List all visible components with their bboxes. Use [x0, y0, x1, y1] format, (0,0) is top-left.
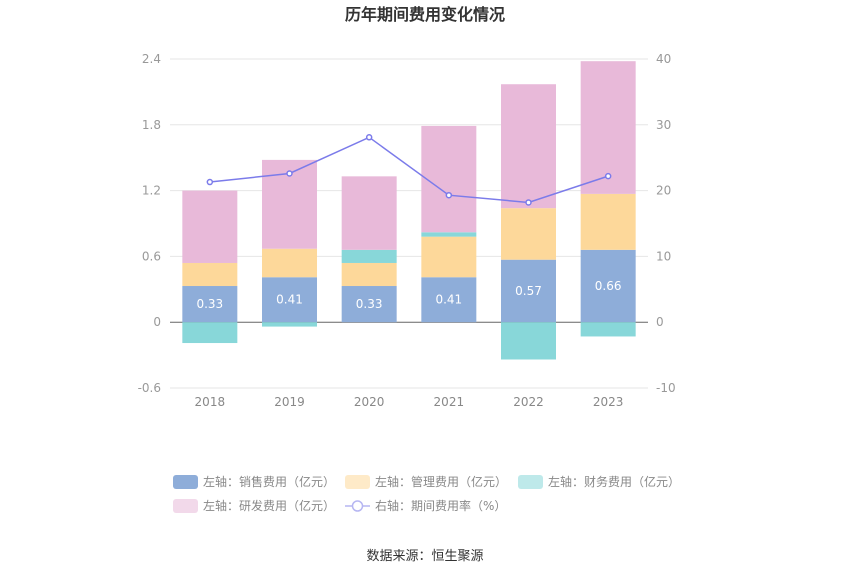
- expense-rate-line: [206, 134, 612, 206]
- legend-item[interactable]: 右轴：期间费用率（%）: [345, 498, 506, 513]
- line-point: [286, 170, 293, 177]
- bar-segment: [501, 208, 556, 260]
- legend-item[interactable]: 左轴：研发费用（亿元）: [173, 498, 335, 513]
- right-tick-label: -10: [656, 381, 676, 395]
- x-tick-label: 2019: [274, 395, 305, 409]
- bar-segment: [580, 193, 636, 250]
- data-label: 0.41: [276, 293, 303, 307]
- legend-label: 左轴：销售费用（亿元）: [203, 474, 335, 489]
- x-tick-label: 2023: [593, 395, 624, 409]
- bar-segment: [341, 249, 397, 263]
- legend-swatch: [173, 475, 198, 489]
- grid: [170, 58, 648, 389]
- right-tick-label: 10: [656, 249, 671, 263]
- legend-label: 左轴：财务费用（亿元）: [548, 474, 680, 489]
- legend-line-marker: [351, 500, 364, 512]
- left-axis-ticks: -0.6 0 0.6 1.2 1.8 2.4: [138, 52, 161, 395]
- legend-swatch: [518, 475, 543, 489]
- bar-segment: [182, 322, 238, 344]
- line-point: [206, 178, 214, 186]
- bar-segment: [182, 286, 238, 323]
- legend-swatch: [173, 499, 198, 513]
- data-label: 0.33: [356, 297, 383, 311]
- left-tick-label: 1.8: [142, 118, 161, 132]
- legend-item[interactable]: 左轴：财务费用（亿元）: [518, 474, 680, 489]
- left-tick-label: -0.6: [138, 381, 161, 395]
- source-note: 数据来源：恒生聚源: [366, 549, 483, 564]
- line-point: [365, 134, 373, 141]
- line-point: [525, 199, 532, 206]
- bar-segment: [580, 322, 636, 337]
- right-tick-label: 40: [656, 52, 671, 66]
- legend-item[interactable]: 左轴：销售费用（亿元）: [173, 474, 335, 489]
- bar-segment: [421, 232, 477, 237]
- x-axis-ticks: 2018 2019 2020 2021 2022 2023: [195, 395, 624, 409]
- x-tick-label: 2020: [354, 395, 385, 409]
- left-tick-label: 0.6: [142, 249, 161, 263]
- bar-segment: [580, 249, 636, 323]
- bar-segment: [262, 322, 317, 327]
- bar-segment: [501, 259, 556, 323]
- legend-label: 左轴：管理费用（亿元）: [375, 474, 507, 489]
- bar-segment: [182, 190, 238, 263]
- left-tick-label: 0: [153, 315, 161, 329]
- data-label: 0.33: [196, 297, 223, 311]
- line-point: [445, 191, 453, 199]
- bar-segment: [421, 125, 477, 233]
- x-tick-label: 2018: [195, 395, 226, 409]
- data-label: 0.41: [435, 293, 462, 307]
- legend-label: 右轴：期间费用率（%）: [375, 498, 506, 513]
- line-path: [209, 136, 609, 204]
- bar-segment: [341, 262, 397, 287]
- bar-segment: [262, 248, 317, 278]
- bar-segment: [262, 277, 317, 323]
- bar-segment: [341, 176, 397, 250]
- legend-swatch: [345, 475, 370, 489]
- line-point: [604, 172, 612, 180]
- left-tick-label: 2.4: [142, 52, 161, 66]
- bar-segment: [421, 277, 477, 323]
- right-tick-label: 0: [656, 315, 664, 329]
- bars: 0.33 0.41 0.33 0.41 0.57 0.66: [182, 61, 636, 360]
- bar-segment: [501, 84, 556, 209]
- chart-title: 历年期间费用变化情况: [345, 5, 505, 24]
- right-axis-ticks: -10 0 10 20 30 40: [656, 52, 676, 395]
- left-tick-label: 1.2: [142, 184, 161, 198]
- legend-item[interactable]: 左轴：管理费用（亿元）: [345, 474, 507, 489]
- x-tick-label: 2022: [513, 395, 544, 409]
- legend-label: 左轴：研发费用（亿元）: [203, 498, 335, 513]
- right-tick-label: 30: [656, 118, 671, 132]
- bar-segment: [341, 286, 397, 323]
- x-tick-label: 2021: [434, 395, 465, 409]
- data-label: 0.57: [515, 284, 542, 298]
- bar-segment: [182, 262, 238, 287]
- data-label: 0.66: [595, 279, 622, 293]
- bar-segment: [421, 236, 477, 278]
- right-tick-label: 20: [656, 184, 671, 198]
- bar-segment: [580, 61, 636, 194]
- legend: 左轴：销售费用（亿元） 左轴：管理费用（亿元） 左轴：财务费用（亿元） 左轴：研发费用…: [173, 474, 680, 513]
- bar-segment: [501, 322, 556, 360]
